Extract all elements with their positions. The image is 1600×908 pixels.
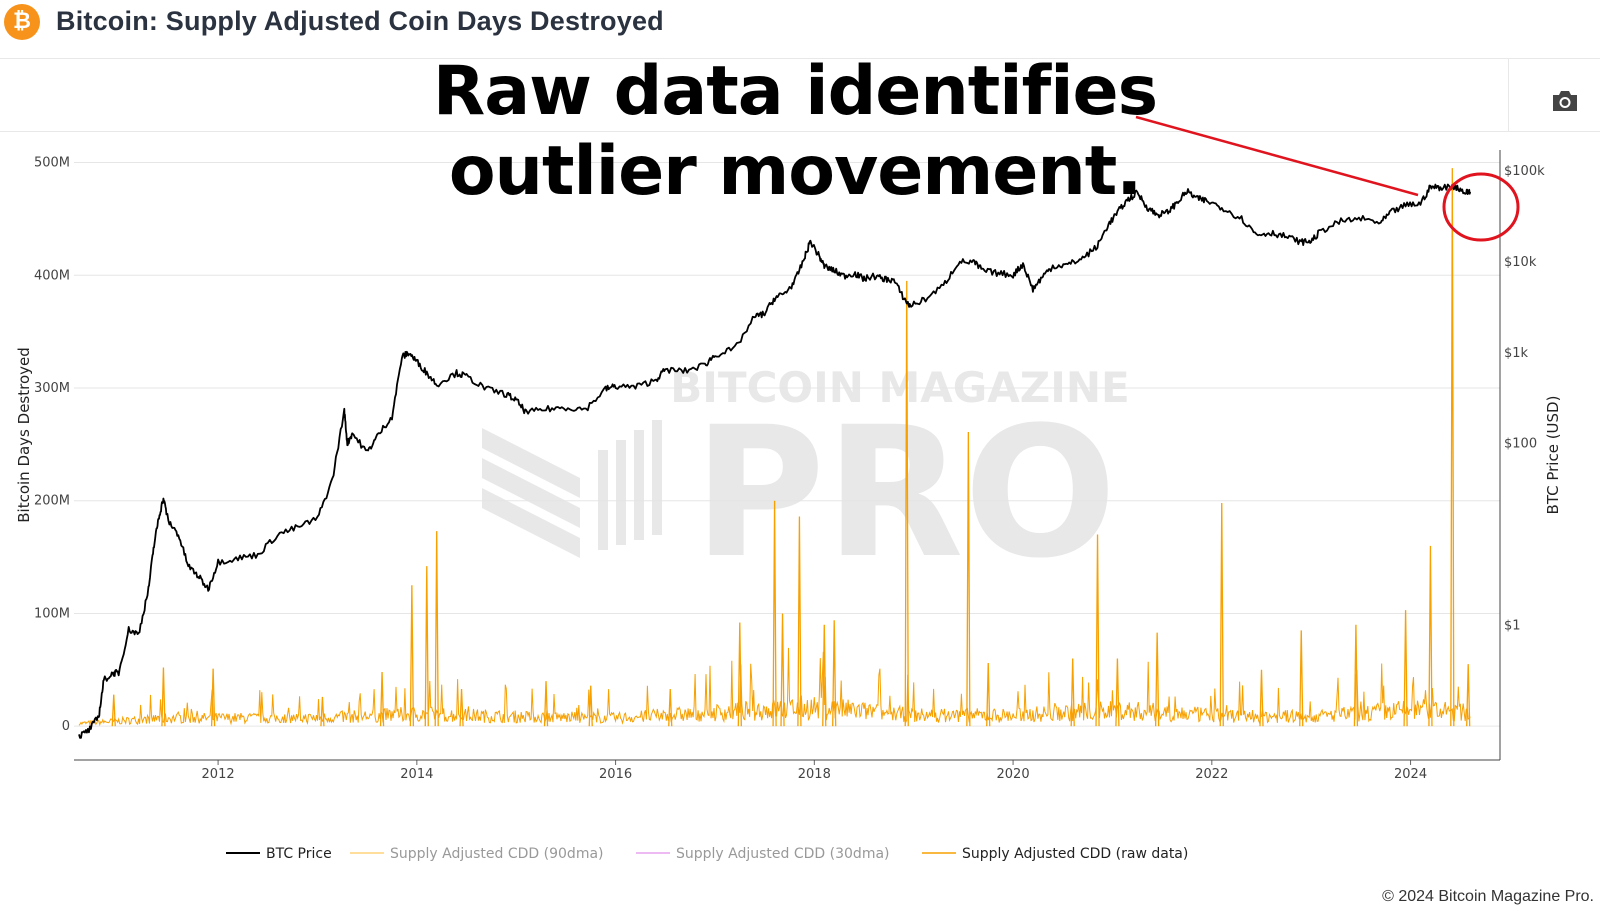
raw-cdd-spike — [424, 566, 429, 727]
header: ₿ Bitcoin: Supply Adjusted Coin Days Des… — [0, 0, 1600, 48]
raw-cdd-spike — [1115, 658, 1120, 727]
raw-cdd-spike — [780, 613, 785, 727]
raw-cdd-spike — [1259, 669, 1264, 727]
camera-icon[interactable] — [1550, 88, 1580, 114]
legend-label: Supply Adjusted CDD (90dma) — [390, 846, 604, 862]
x-tick-label: 2018 — [798, 767, 831, 782]
raw-cdd-spike — [111, 694, 116, 727]
raw-cdd-spike — [379, 672, 385, 727]
raw-cdd-spike — [1070, 658, 1075, 727]
raw-cdd-spike — [320, 696, 325, 727]
raw-cdd-spike — [1219, 502, 1224, 727]
legend-label: BTC Price — [266, 846, 332, 862]
toolbar-divider — [1508, 59, 1509, 131]
raw-cdd-spike — [1466, 664, 1471, 727]
axes: 0 100M 200M 300M 400M 500M $1 $100 $1k $10k $100k 2… — [15, 150, 1562, 782]
x-tick-label: 2022 — [1195, 767, 1228, 782]
series-btc-price-line — [78, 183, 1472, 739]
series-raw-cdd-line — [78, 647, 1471, 727]
raw-cdd-spike — [1403, 610, 1408, 727]
series-layer — [78, 168, 1472, 739]
annotation-line-1: Raw data identifies — [432, 52, 1158, 131]
y-tick-label: 400M — [34, 268, 70, 283]
y-tick-label: 500M — [34, 156, 70, 171]
legend-label: Supply Adjusted CDD (30dma) — [676, 846, 890, 862]
page-title: Bitcoin: Supply Adjusted Coin Days Destr… — [56, 6, 664, 36]
annotation-highlight-circle — [1442, 172, 1520, 242]
legend: BTC Price Supply Adjusted CDD (90dma) Supp… — [226, 846, 1188, 862]
bitcoin-logo-icon: ₿ — [4, 4, 40, 40]
y-tick-label: 100M — [34, 606, 70, 621]
raw-cdd-spike — [434, 531, 439, 727]
raw-cdd-spike — [1450, 168, 1455, 727]
raw-cdd-spike — [1299, 630, 1304, 727]
watermark: BITCOIN MAGAZINE PRO — [482, 363, 1130, 598]
raw-cdd-spike — [1095, 534, 1100, 727]
x-tick-label: 2024 — [1394, 767, 1427, 782]
y2-tick-label: $10k — [1504, 255, 1537, 270]
x-tick-label: 2020 — [997, 767, 1030, 782]
raw-cdd-spike — [543, 681, 549, 727]
y-axis-title: Bitcoin Days Destroyed — [15, 347, 33, 523]
raw-cdd-spike — [737, 622, 742, 727]
raw-cdd-spike — [772, 500, 777, 727]
raw-cdd-spike — [797, 516, 802, 727]
y-tick-label: 200M — [34, 494, 70, 509]
x-tick-label: 2012 — [202, 767, 235, 782]
annotation-line-2: outlier movement. — [448, 132, 1142, 211]
raw-cdd-spike — [161, 667, 166, 727]
raw-cdd-spike — [1155, 632, 1160, 727]
grid-lines — [74, 162, 1500, 727]
annotation-pointer-line — [1135, 115, 1419, 197]
y-tick-label: 300M — [34, 381, 70, 396]
raw-cdd-spike — [986, 663, 991, 727]
y2-axis-title: BTC Price (USD) — [1544, 396, 1562, 515]
raw-cdd-spike — [966, 431, 971, 727]
chart-toolbar — [0, 58, 1600, 132]
raw-cdd-spike — [588, 685, 593, 727]
watermark-main-text: PRO — [693, 389, 1117, 598]
watermark-logo-icon — [482, 420, 662, 558]
watermark-top-text: BITCOIN MAGAZINE — [670, 363, 1129, 412]
raw-cdd-spike — [832, 620, 837, 727]
raw-cdd-spike — [409, 585, 415, 727]
copyright: © 2024 Bitcoin Magazine Pro. — [1382, 888, 1594, 905]
outlier-highlight — [1135, 115, 1520, 242]
annotation: Raw data identifies outlier movement. — [400, 52, 1190, 212]
y2-tick-label: $1 — [1504, 618, 1521, 633]
raw-cdd-spike — [1428, 545, 1433, 727]
y-tick-label: 0 — [62, 719, 70, 734]
raw-cdd-spike — [1353, 624, 1359, 727]
raw-cdd-spike — [459, 688, 464, 727]
raw-cdd-spike — [822, 624, 827, 727]
y2-tick-label: $100 — [1504, 437, 1537, 452]
y2-tick-label: $100k — [1504, 164, 1545, 179]
x-tick-label: 2016 — [599, 767, 632, 782]
legend-label: Supply Adjusted CDD (raw data) — [962, 846, 1188, 862]
x-tick-label: 2014 — [400, 767, 433, 782]
raw-cdd-spike — [904, 280, 909, 727]
y2-tick-label: $1k — [1504, 346, 1529, 361]
raw-cdd-spike — [668, 688, 673, 727]
raw-cdd-spike — [210, 668, 216, 727]
